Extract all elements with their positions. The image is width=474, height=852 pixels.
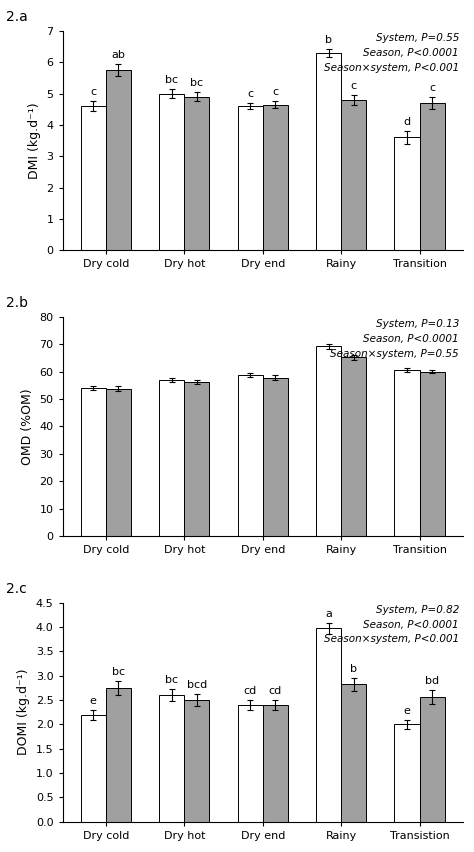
Text: 2.c: 2.c <box>7 582 27 596</box>
Text: b: b <box>350 665 357 674</box>
Y-axis label: OMD (%OM): OMD (%OM) <box>21 388 34 464</box>
Bar <box>106 688 131 822</box>
Text: System, P=0.55
Season, P<0.0001
Season×system, P<0.001: System, P=0.55 Season, P<0.0001 Season×s… <box>324 33 459 72</box>
Bar <box>159 380 184 536</box>
Text: a: a <box>325 608 332 619</box>
Text: cd: cd <box>269 686 282 696</box>
Bar <box>263 105 288 250</box>
Text: 2.a: 2.a <box>7 10 28 25</box>
Bar <box>394 724 419 822</box>
Text: e: e <box>403 705 410 716</box>
Bar <box>237 106 263 250</box>
Bar <box>419 103 445 250</box>
Bar <box>106 389 131 536</box>
Bar <box>316 347 341 536</box>
Bar <box>263 377 288 536</box>
Bar <box>341 100 366 250</box>
Text: cd: cd <box>244 686 257 696</box>
Text: b: b <box>325 35 332 45</box>
Y-axis label: DMI (kg.d⁻¹): DMI (kg.d⁻¹) <box>28 102 41 179</box>
Text: d: d <box>403 118 410 127</box>
Text: bc: bc <box>112 666 125 676</box>
Bar <box>81 715 106 822</box>
Bar <box>394 137 419 250</box>
Text: c: c <box>429 83 435 93</box>
Bar <box>237 375 263 536</box>
Text: bd: bd <box>425 676 439 686</box>
Text: bc: bc <box>165 676 178 685</box>
Bar <box>316 53 341 250</box>
Bar <box>184 96 210 250</box>
Bar <box>159 695 184 822</box>
Bar <box>419 697 445 822</box>
Text: c: c <box>247 89 253 99</box>
Bar <box>341 357 366 536</box>
Text: System, P=0.13
Season, P<0.0001
Season×system, P=0.55: System, P=0.13 Season, P<0.0001 Season×s… <box>330 319 459 359</box>
Bar <box>81 388 106 536</box>
Bar <box>341 684 366 822</box>
Text: ab: ab <box>111 50 125 60</box>
Bar <box>419 371 445 536</box>
Text: c: c <box>272 87 278 97</box>
Text: c: c <box>90 88 96 97</box>
Text: 2.b: 2.b <box>7 296 28 310</box>
Bar <box>263 705 288 822</box>
Bar <box>81 106 106 250</box>
Bar <box>316 629 341 822</box>
Text: e: e <box>90 696 97 705</box>
Bar <box>237 705 263 822</box>
Bar <box>184 382 210 536</box>
Text: System, P=0.82
Season, P<0.0001
Season×system, P<0.001: System, P=0.82 Season, P<0.0001 Season×s… <box>324 605 459 644</box>
Text: bc: bc <box>165 75 178 85</box>
Bar <box>106 70 131 250</box>
Bar <box>159 94 184 250</box>
Text: bcd: bcd <box>187 680 207 690</box>
Text: bc: bc <box>190 78 203 88</box>
Bar <box>394 371 419 536</box>
Bar <box>184 700 210 822</box>
Y-axis label: DOMI (kg.d⁻¹): DOMI (kg.d⁻¹) <box>17 669 30 756</box>
Text: c: c <box>351 81 357 91</box>
